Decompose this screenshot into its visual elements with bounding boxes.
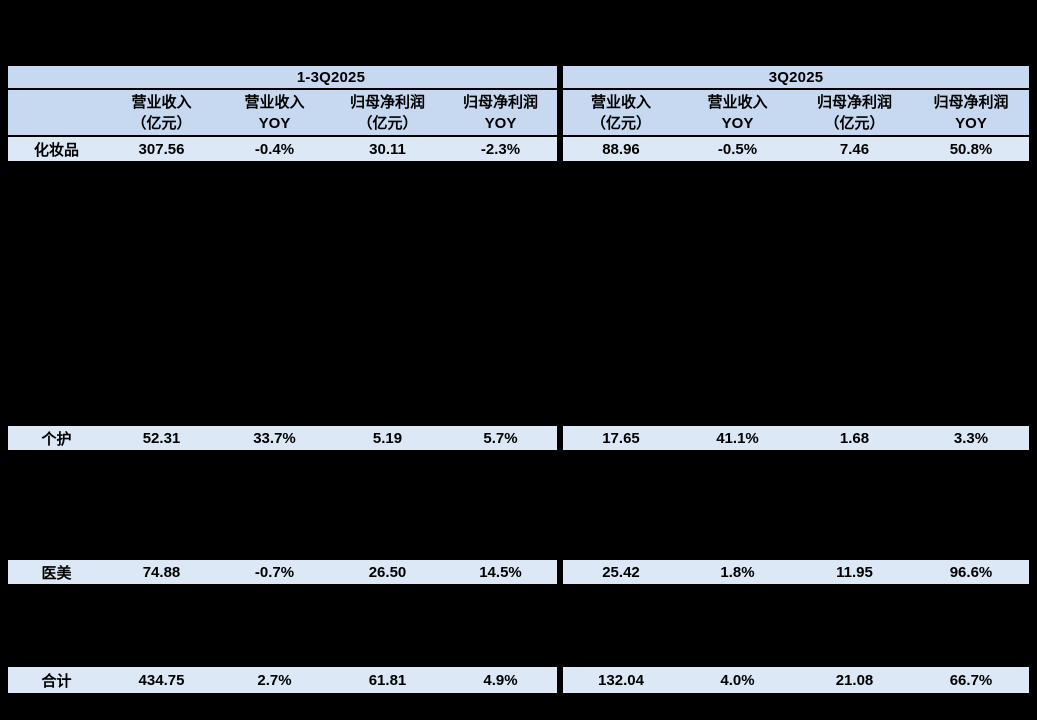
header-line1: 归母净利润: [816, 93, 892, 111]
header-line2: YOY: [721, 114, 754, 132]
table-cell: 26.50: [331, 560, 444, 584]
table-cell: 21.08: [796, 667, 913, 693]
header-label-cell: [8, 90, 105, 135]
table-cell: 307.56: [105, 137, 218, 161]
period-label-1-3q2025: 1-3Q2025: [105, 66, 557, 88]
table-cell: -0.4%: [218, 137, 331, 161]
table-row-personal-care: 个护 52.31 33.7% 5.19 5.7% 17.65 41.1% 1.6…: [8, 426, 1029, 450]
table-cell: 5.7%: [444, 426, 557, 450]
header-line1: 归母净利润: [349, 93, 425, 111]
table-cell: 41.1%: [679, 426, 796, 450]
table-cell: 132.04: [563, 667, 679, 693]
header-line2: （亿元）: [357, 114, 418, 132]
table-cell: 88.96: [563, 137, 679, 161]
row-label: 医美: [8, 560, 105, 584]
header-line2: YOY: [955, 114, 987, 132]
header-line2: YOY: [484, 114, 517, 132]
table-middle-divider: [557, 667, 563, 693]
table-cell: 2.7%: [218, 667, 331, 693]
header-line2: （亿元）: [590, 114, 651, 132]
row-label: 个护: [8, 426, 105, 450]
table-row-total: 合计 434.75 2.7% 61.81 4.9% 132.04 4.0% 21…: [8, 667, 1029, 693]
table-cell: -2.3%: [444, 137, 557, 161]
header-netprofit-yoy-1: 归母净利润 YOY: [444, 90, 557, 135]
row-label: 化妆品: [8, 137, 105, 161]
header-line2: YOY: [258, 114, 291, 132]
table-cell: 52.31: [105, 426, 218, 450]
table-cell: 3.3%: [913, 426, 1029, 450]
band-corner-cell: [8, 66, 105, 88]
table-cell: 66.7%: [913, 667, 1029, 693]
header-line2: （亿元）: [131, 114, 192, 132]
header-line1: 营业收入: [244, 93, 305, 111]
table-cell: 61.81: [331, 667, 444, 693]
period-label-3q2025: 3Q2025: [563, 66, 1029, 88]
header-revenue-2: 营业收入 （亿元）: [563, 90, 679, 135]
table-middle-divider: [557, 66, 563, 88]
header-netprofit-2: 归母净利润 （亿元）: [796, 90, 913, 135]
table-cell: 96.6%: [913, 560, 1029, 584]
table-cell: 30.11: [331, 137, 444, 161]
table-cell: 4.9%: [444, 667, 557, 693]
table-cell: 17.65: [563, 426, 679, 450]
table-cell: -0.5%: [679, 137, 796, 161]
header-netprofit-yoy-2: 归母净利润 YOY: [913, 90, 1029, 135]
table-cell: 4.0%: [679, 667, 796, 693]
table-cell: 5.19: [331, 426, 444, 450]
period-band-row: 1-3Q2025 3Q2025: [8, 66, 1029, 90]
table-cell: 50.8%: [913, 137, 1029, 161]
header-line1: 营业收入: [131, 93, 192, 111]
column-header-row: 营业收入 （亿元） 营业收入 YOY 归母净利润 （亿元） 归母净利润 YOY …: [8, 90, 1029, 137]
header-line1: 营业收入: [590, 93, 651, 111]
header-revenue-1: 营业收入 （亿元）: [105, 90, 218, 135]
table-middle-divider: [557, 426, 563, 450]
table-cell: 1.8%: [679, 560, 796, 584]
table-middle-divider: [557, 560, 563, 584]
table-cell: 14.5%: [444, 560, 557, 584]
table-cell: 11.95: [796, 560, 913, 584]
table-row-cosmetics: 化妆品 307.56 -0.4% 30.11 -2.3% 88.96 -0.5%…: [8, 137, 1029, 161]
header-line1: 归母净利润: [462, 93, 538, 111]
table-cell: 434.75: [105, 667, 218, 693]
table-cell: 25.42: [563, 560, 679, 584]
table-middle-divider: [557, 137, 563, 161]
header-revenue-yoy-1: 营业收入 YOY: [218, 90, 331, 135]
table-cell: 1.68: [796, 426, 913, 450]
table-cell: -0.7%: [218, 560, 331, 584]
table-cell: 33.7%: [218, 426, 331, 450]
header-revenue-yoy-2: 营业收入 YOY: [679, 90, 796, 135]
table-row-medical-aesthetics: 医美 74.88 -0.7% 26.50 14.5% 25.42 1.8% 11…: [8, 560, 1029, 584]
table-cell: 7.46: [796, 137, 913, 161]
table-cell: 74.88: [105, 560, 218, 584]
header-line2: （亿元）: [824, 114, 885, 132]
header-line1: 营业收入: [707, 93, 768, 111]
header-line1: 归母净利润: [933, 93, 1009, 111]
header-netprofit-1: 归母净利润 （亿元）: [331, 90, 444, 135]
table-middle-divider: [557, 90, 563, 135]
row-label: 合计: [8, 667, 105, 693]
